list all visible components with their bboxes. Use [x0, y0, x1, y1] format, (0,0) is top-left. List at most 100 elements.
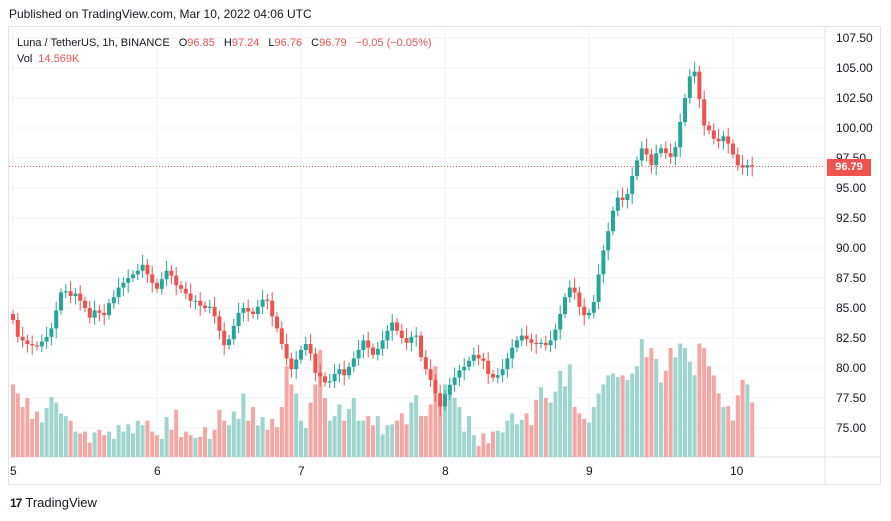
- close-value: 96.79: [319, 37, 347, 49]
- x-tick-label: 7: [298, 464, 305, 478]
- volume-bar: [630, 373, 635, 457]
- candle-body: [140, 264, 145, 271]
- volume-bar: [159, 438, 164, 457]
- volume-bar: [539, 387, 543, 457]
- candle-body: [121, 282, 126, 288]
- volume-bar: [659, 382, 663, 457]
- candle-body: [519, 335, 524, 341]
- candle-body: [678, 122, 683, 148]
- volume-bar: [39, 422, 44, 457]
- volume-bar: [510, 413, 515, 457]
- volume-bar: [25, 398, 30, 457]
- candle-body: [505, 358, 510, 370]
- candle-body: [668, 153, 673, 157]
- candle-body: [572, 287, 577, 293]
- volume-bar: [721, 407, 726, 457]
- volume-bar: [673, 357, 678, 457]
- candle-body: [327, 381, 332, 383]
- volume-bar: [150, 431, 155, 457]
- candle-body: [279, 328, 284, 344]
- change-value: −0.05 (−0.05%): [355, 37, 432, 49]
- candle-body: [255, 306, 260, 314]
- candle-body: [692, 71, 697, 77]
- candle-body: [467, 360, 471, 367]
- volume-bar: [342, 420, 347, 457]
- volume-bar: [457, 407, 462, 457]
- candle-body: [409, 336, 414, 343]
- volume-bar: [351, 398, 356, 457]
- candle-body: [601, 250, 606, 275]
- volume-bar: [635, 366, 639, 457]
- volume-bar: [534, 399, 539, 457]
- candle-body: [217, 316, 222, 331]
- candle-body: [49, 328, 54, 337]
- candle-body: [155, 282, 159, 289]
- candle-body: [563, 297, 567, 314]
- tradingview-brand[interactable]: 17 TradingView: [10, 495, 97, 510]
- candle-body: [399, 330, 404, 338]
- volume-bar: [596, 393, 601, 457]
- candle-body: [188, 293, 193, 301]
- candle-body: [78, 293, 83, 301]
- volume-bar: [327, 420, 332, 457]
- candle-body: [591, 302, 596, 313]
- candle-body: [476, 354, 481, 359]
- candle-body: [366, 340, 371, 348]
- volume-bar: [97, 429, 102, 457]
- volume-bar: [92, 432, 97, 457]
- candle-body: [289, 358, 294, 370]
- candle-body: [11, 314, 15, 320]
- volume-bar: [515, 424, 519, 457]
- volume-bar: [193, 437, 198, 457]
- volume-bar: [668, 348, 673, 457]
- volume-bar: [481, 433, 486, 457]
- candle-body: [543, 342, 548, 346]
- ohlc-row: Luna / TetherUS, 1h, BINANCE O96.85 H97.…: [17, 35, 432, 51]
- x-tick-label: 9: [586, 464, 593, 478]
- candle-body: [347, 366, 351, 376]
- volume-bar: [740, 379, 745, 457]
- candle-body: [198, 300, 203, 306]
- candle-body: [486, 360, 491, 374]
- candle-body: [615, 197, 620, 211]
- candle-body: [361, 340, 366, 350]
- volume-bar: [265, 429, 270, 457]
- y-tick-label: 92.50: [836, 211, 866, 225]
- last-price-tag: 96.79: [827, 158, 871, 176]
- volume-bar: [639, 339, 644, 457]
- volume-bar: [707, 366, 711, 457]
- volume-bar: [591, 407, 596, 457]
- candle-body: [423, 357, 428, 370]
- candle-body: [294, 359, 299, 370]
- y-tick-label: 82.50: [836, 331, 866, 345]
- candle-body: [203, 305, 207, 308]
- candle-body: [471, 354, 476, 361]
- candle-body: [452, 377, 457, 385]
- candle-body: [207, 306, 212, 308]
- volume-bar: [356, 420, 361, 457]
- candle-body: [107, 303, 111, 316]
- volume-bar: [606, 375, 611, 457]
- high-value: 97.24: [231, 37, 260, 49]
- volume-bar: [750, 402, 755, 457]
- candle-body: [135, 270, 140, 275]
- low-value: 96.76: [274, 37, 303, 49]
- volume-bar: [615, 377, 620, 457]
- candle-body: [481, 358, 486, 361]
- candle-body: [111, 297, 116, 304]
- candle-body: [183, 288, 188, 294]
- candle-body: [654, 153, 659, 166]
- volume-bar: [447, 388, 452, 457]
- candle-body: [726, 136, 731, 144]
- candle-body: [371, 347, 375, 355]
- volume-bar: [78, 433, 83, 457]
- candle-body: [577, 292, 582, 307]
- candle-body: [567, 287, 572, 298]
- candle-body: [404, 338, 409, 343]
- volume-bar: [212, 429, 217, 457]
- candle-body: [390, 322, 395, 331]
- volume-bar: [563, 386, 567, 457]
- volume-bar: [476, 446, 481, 457]
- volume-bar: [683, 348, 687, 457]
